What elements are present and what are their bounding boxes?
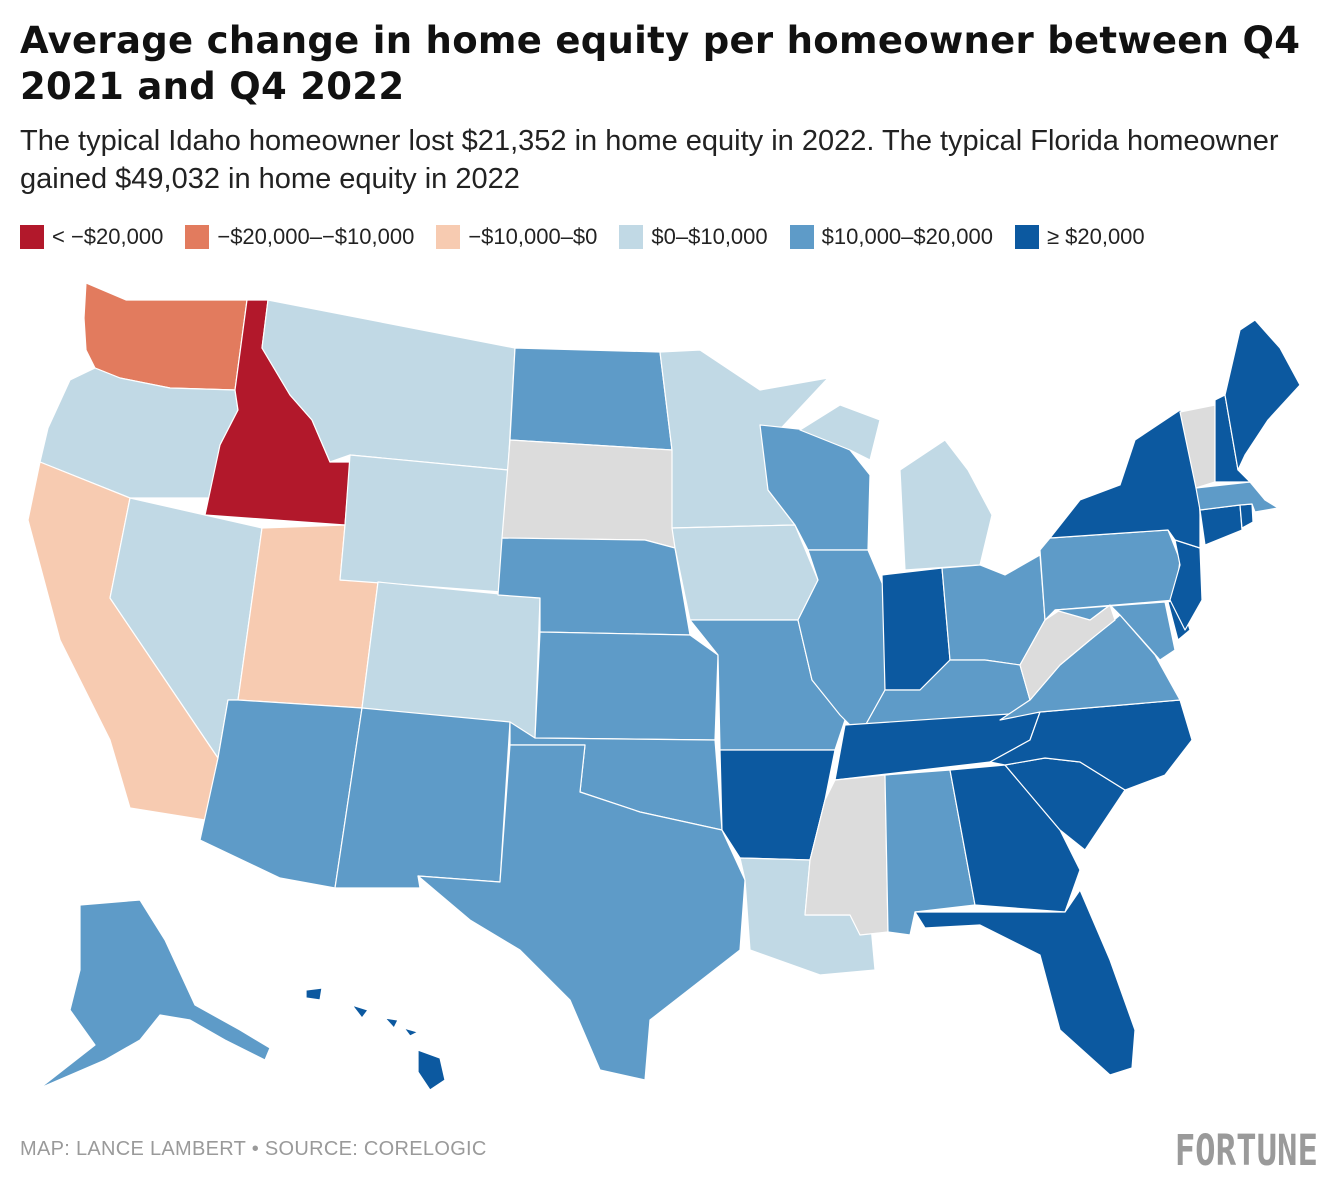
legend-swatch (789, 225, 814, 249)
legend-label: −$10,000–$0 (468, 224, 598, 249)
state-wyoming[interactable] (339, 454, 509, 593)
legend-item: −$20,000–−$10,000 (185, 224, 414, 250)
chart-title: Average change in home equity per homeow… (20, 19, 1301, 108)
state-new-mexico[interactable] (334, 707, 511, 889)
state-new-york[interactable] (1049, 409, 1201, 549)
legend-swatch (619, 225, 644, 249)
state-south-dakota[interactable] (501, 439, 676, 549)
state-maine[interactable] (1224, 319, 1301, 471)
legend-label: $10,000–$20,000 (821, 224, 993, 249)
state-alaska[interactable] (39, 899, 271, 1089)
legend-label: < −$20,000 (52, 224, 164, 249)
legend-item: ≥ $20,000 (1014, 224, 1145, 250)
legend-swatch (20, 225, 44, 249)
state-texas[interactable] (417, 744, 746, 1081)
state-kansas[interactable] (534, 631, 719, 741)
legend-swatch (436, 225, 461, 249)
state-maryland[interactable] (1054, 601, 1176, 661)
state-west-virginia[interactable] (1019, 604, 1116, 701)
legend-swatch (185, 225, 210, 249)
legend-item: −$10,000–$0 (436, 224, 597, 250)
us-choropleth-map (27, 282, 1301, 1091)
legend-item: < −$20,000 (20, 224, 163, 250)
state-michigan[interactable] (799, 404, 993, 571)
legend-label: $0–$10,000 (651, 224, 768, 249)
legend-swatch (1014, 225, 1039, 249)
state-iowa[interactable] (671, 524, 819, 621)
state-north-dakota[interactable] (509, 347, 673, 451)
state-rhode-island[interactable] (1239, 503, 1254, 529)
state-hawaii[interactable] (305, 987, 446, 1091)
chart-subtitle: The typical Idaho homeowner lost $21,352… (20, 125, 1279, 195)
state-connecticut[interactable] (1199, 504, 1243, 546)
legend-item: $0–$10,000 (619, 224, 768, 250)
state-massachusetts[interactable] (1195, 481, 1279, 513)
source-credit: MAP: LANCE LAMBERT • SOURCE: CORELOGIC (20, 1138, 487, 1160)
fortune-logo: FORTUNE (1174, 1126, 1318, 1176)
state-north-carolina[interactable] (989, 699, 1193, 791)
legend-item: $10,000–$20,000 (789, 224, 993, 250)
legend-label: ≥ $20,000 (1046, 224, 1145, 249)
legend-label: −$20,000–−$10,000 (217, 224, 415, 249)
legend: < −$20,000 −$20,000–−$10,000 −$10,000–$0… (20, 224, 1167, 250)
state-florida[interactable] (914, 889, 1136, 1076)
state-arizona[interactable] (199, 699, 363, 889)
